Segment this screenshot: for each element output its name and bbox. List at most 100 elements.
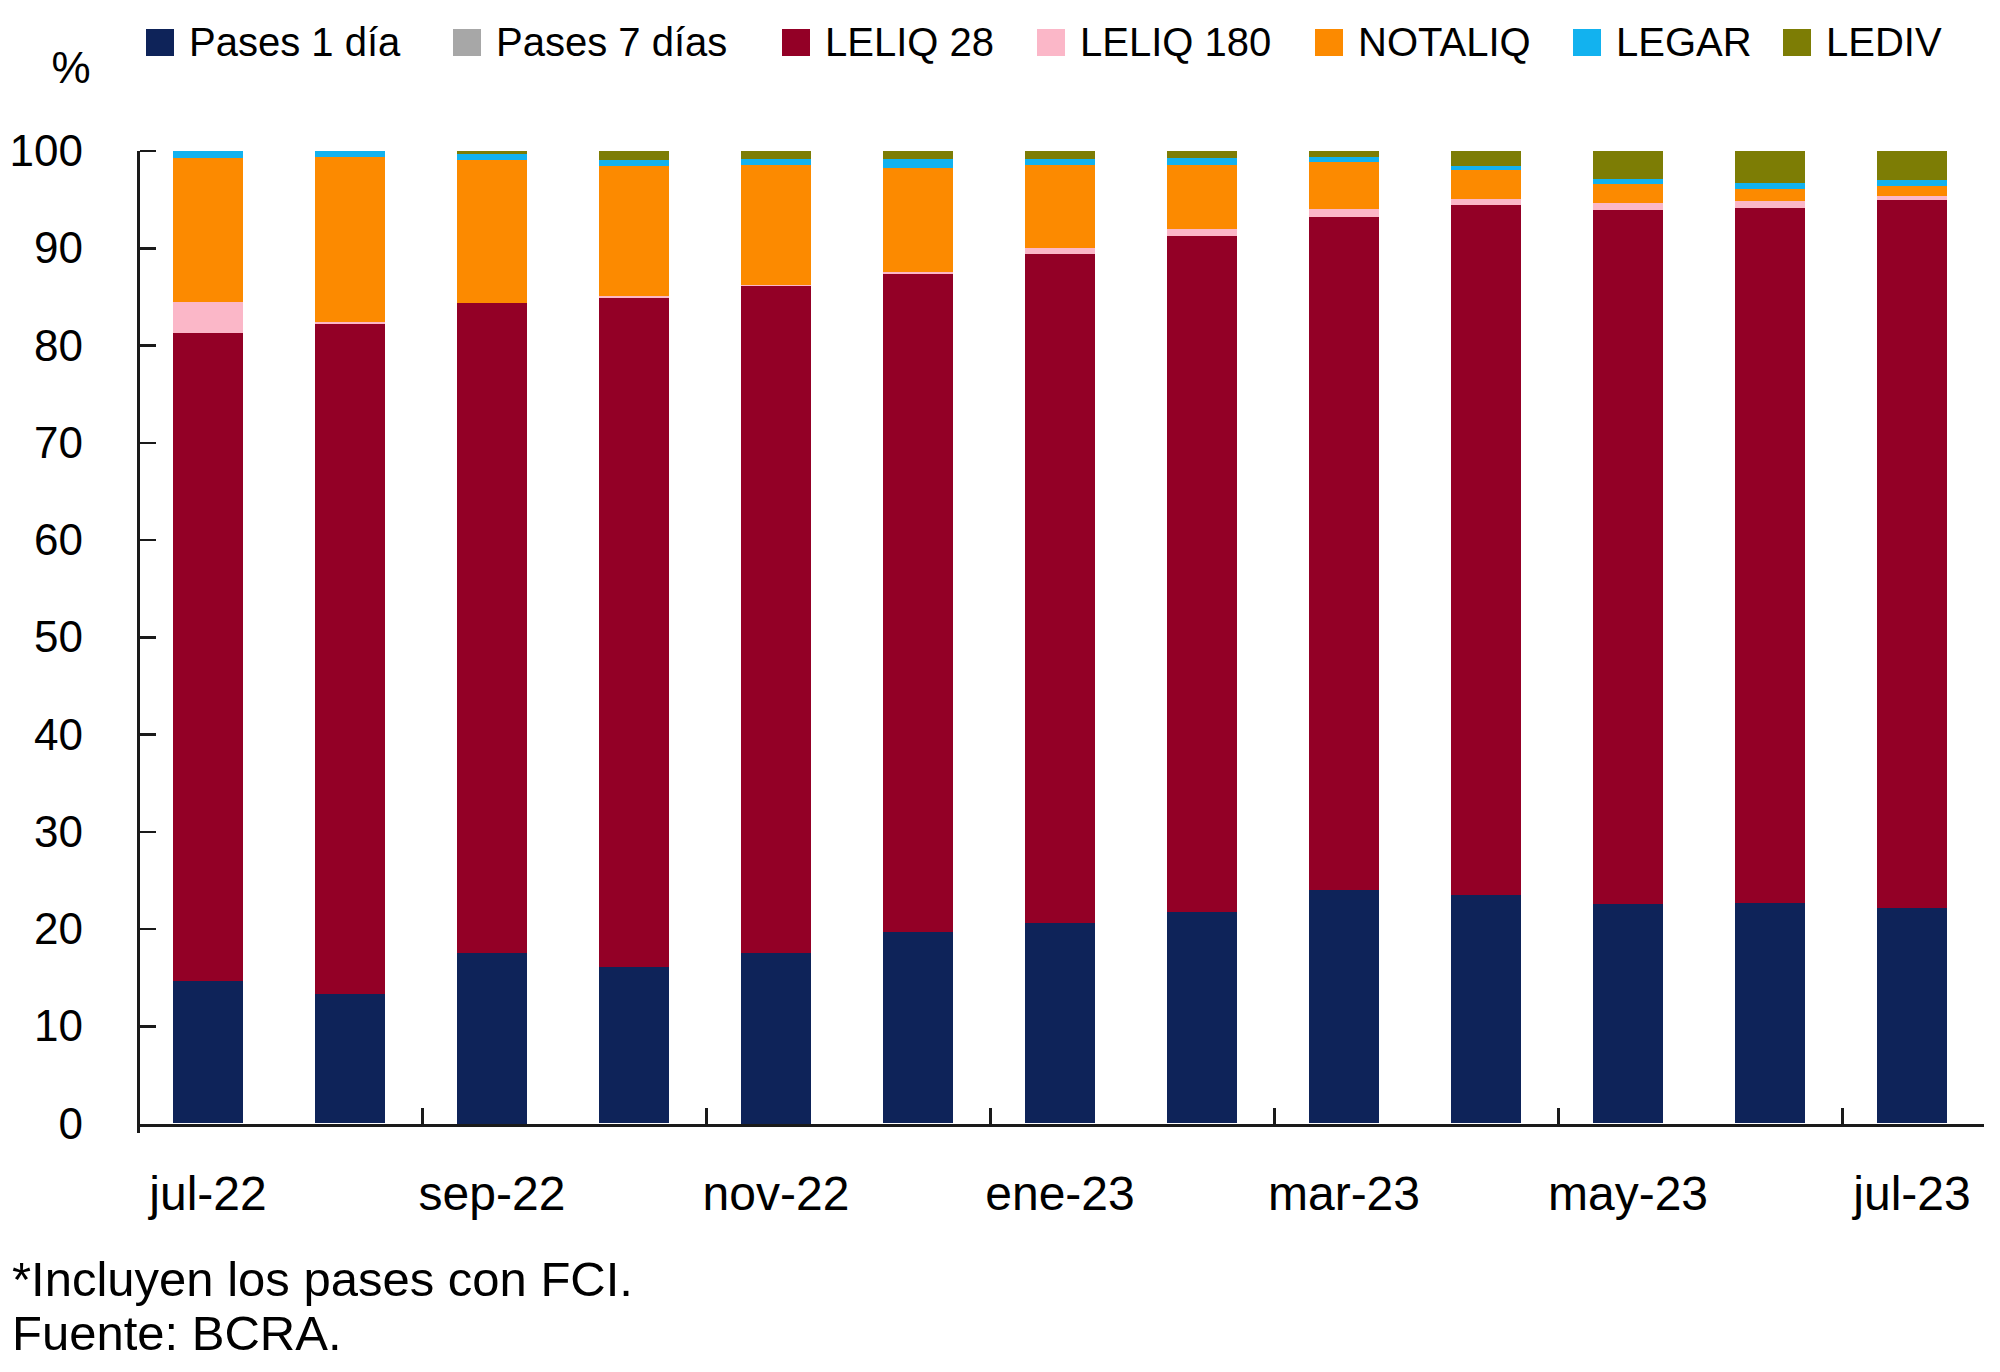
bar-segment-notaliq xyxy=(315,157,385,322)
x-axis-tick xyxy=(1841,1108,1844,1124)
legend: Pases 1 díaPases 7 díasLELIQ 28LELIQ 180… xyxy=(0,0,2000,80)
y-tick-label: 0 xyxy=(0,1098,83,1150)
y-axis-tick xyxy=(140,539,156,542)
bar-segment-legar xyxy=(1167,158,1237,165)
x-axis-label: jul-22 xyxy=(88,1168,328,1220)
y-tick-label: 30 xyxy=(0,806,83,858)
bar-segment-leliq-180 xyxy=(1451,199,1521,206)
bar-segment-legar xyxy=(315,151,385,157)
y-axis-tick xyxy=(140,636,156,639)
bar-segment-leliq-28 xyxy=(1877,200,1947,908)
y-tick-label: 60 xyxy=(0,514,83,566)
bar-segment-pases-1-d-a xyxy=(315,994,385,1123)
bar-segment-leliq-180 xyxy=(741,285,811,286)
x-axis-tick xyxy=(1557,1108,1560,1124)
bar-segment-leliq-28 xyxy=(599,298,669,967)
x-axis-label: nov-22 xyxy=(656,1168,896,1220)
bar-segment-notaliq xyxy=(1025,165,1095,249)
legend-label: NOTALIQ xyxy=(1358,22,1531,62)
bar-segment-legar xyxy=(173,151,243,158)
bar-segment-pases-1-d-a xyxy=(457,953,527,1123)
bar-segment-notaliq xyxy=(1877,186,1947,197)
bar-segment-leliq-28 xyxy=(457,303,527,954)
legend-swatch-icon xyxy=(1315,29,1343,56)
y-axis-tick xyxy=(140,1025,156,1028)
footnote-line: Fuente: BCRA. xyxy=(12,1306,633,1360)
bar-segment-pases-1-d-a xyxy=(1025,923,1095,1123)
footnote-line: *Incluyen los pases con FCI. xyxy=(12,1252,633,1306)
legend-swatch-icon xyxy=(782,29,810,56)
bar-segment-lediv xyxy=(1877,151,1947,180)
bar-segment-notaliq xyxy=(599,166,669,296)
bar-segment-legar xyxy=(599,160,669,166)
bar-segment-lediv xyxy=(1593,151,1663,178)
legend-swatch-icon xyxy=(1037,29,1065,56)
legend-label: LEDIV xyxy=(1826,22,1942,62)
bar-segment-legar xyxy=(1877,180,1947,186)
bar-segment-notaliq xyxy=(741,165,811,285)
x-axis-label: mar-23 xyxy=(1224,1168,1464,1220)
bar-segment-leliq-180 xyxy=(315,322,385,324)
bar-segment-notaliq xyxy=(457,160,527,303)
x-axis-label: may-23 xyxy=(1508,1168,1748,1220)
bar-segment-lediv xyxy=(1735,151,1805,183)
bar-segment-lediv xyxy=(457,151,527,154)
bar-segment-leliq-180 xyxy=(1877,196,1947,199)
legend-label: LELIQ 28 xyxy=(825,22,994,62)
bar-segment-legar xyxy=(457,154,527,160)
legend-swatch-icon xyxy=(1573,29,1601,56)
legend-label: LEGAR xyxy=(1616,22,1752,62)
bar-segment-pases-1-d-a xyxy=(173,981,243,1124)
y-tick-label: 70 xyxy=(0,417,83,469)
bar-segment-leliq-180 xyxy=(1309,209,1379,217)
bar-segment-legar xyxy=(1735,183,1805,189)
bar-segment-leliq-180 xyxy=(1735,201,1805,208)
bar-segment-leliq-180 xyxy=(599,296,669,298)
y-axis-line xyxy=(137,151,140,1133)
bar-segment-pases-1-d-a xyxy=(1735,903,1805,1124)
bar-segment-leliq-28 xyxy=(1451,205,1521,895)
bar-segment-leliq-180 xyxy=(173,302,243,333)
bar-segment-leliq-28 xyxy=(741,286,811,953)
legend-item: Pases 1 día xyxy=(146,22,400,62)
bar-segment-pases-1-d-a xyxy=(1167,912,1237,1123)
bar-segment-lediv xyxy=(1451,151,1521,166)
y-axis-tick xyxy=(140,928,156,931)
bar-segment-notaliq xyxy=(883,168,953,272)
bar-segment-leliq-28 xyxy=(1167,236,1237,913)
bar-segment-leliq-28 xyxy=(1735,208,1805,902)
bar-segment-legar xyxy=(883,159,953,167)
bar-segment-pases-1-d-a xyxy=(1877,908,1947,1124)
bar-segment-leliq-28 xyxy=(1025,254,1095,923)
legend-item: LEDIV xyxy=(1783,22,1942,62)
y-tick-label: 40 xyxy=(0,709,83,761)
y-axis-tick xyxy=(140,247,156,250)
footnotes: *Incluyen los pases con FCI.Fuente: BCRA… xyxy=(12,1252,633,1360)
bar-segment-lediv xyxy=(1167,151,1237,158)
bar-segment-pases-1-d-a xyxy=(599,967,669,1124)
x-axis-tick xyxy=(705,1108,708,1124)
legend-item: LELIQ 28 xyxy=(782,22,994,62)
bar-segment-lediv xyxy=(1309,151,1379,157)
y-tick-label: 10 xyxy=(0,1000,83,1052)
bar-segment-legar xyxy=(1025,159,1095,165)
bar-segment-leliq-180 xyxy=(1167,229,1237,236)
legend-item: NOTALIQ xyxy=(1315,22,1531,62)
bar-segment-legar xyxy=(741,159,811,165)
x-axis-tick xyxy=(1273,1108,1276,1124)
y-tick-label: 20 xyxy=(0,903,83,955)
x-axis-label: jul-23 xyxy=(1792,1168,2000,1220)
x-axis-line xyxy=(137,1124,1985,1127)
bar-segment-notaliq xyxy=(1309,162,1379,210)
bar-segment-legar xyxy=(1309,157,1379,162)
bar-segment-legar xyxy=(1593,179,1663,184)
bar-segment-lediv xyxy=(1025,151,1095,159)
legend-item: Pases 7 días xyxy=(453,22,727,62)
bar-segment-notaliq xyxy=(173,158,243,302)
bar-segment-pases-1-d-a xyxy=(1593,904,1663,1124)
y-axis-tick xyxy=(140,344,156,347)
bar-segment-leliq-180 xyxy=(1025,248,1095,254)
x-axis-label: sep-22 xyxy=(372,1168,612,1220)
legend-swatch-icon xyxy=(146,29,174,56)
legend-item: LEGAR xyxy=(1573,22,1752,62)
